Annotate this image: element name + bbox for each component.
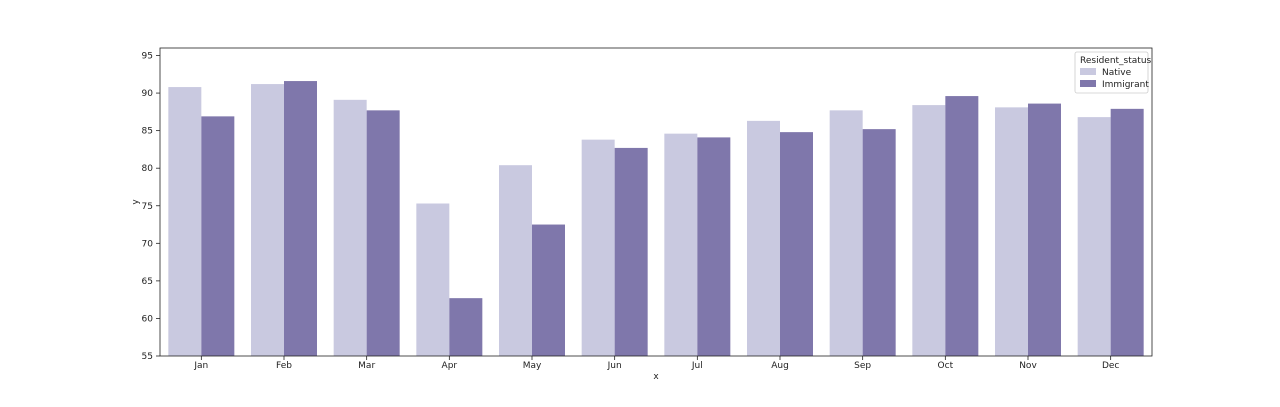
bar-native-may [499,165,532,356]
y-tick-label: 65 [142,277,153,287]
bars [168,81,1144,357]
bar-native-dec [1077,117,1111,356]
bar-native-sep [829,110,863,356]
bar-native-jul [664,133,698,356]
x-tick-label: Nov [1019,361,1037,371]
x-tick-label: May [523,361,542,371]
y-tick-label: 95 [142,52,153,62]
y-tick-label: 80 [142,164,154,174]
legend-swatch-native [1080,68,1096,75]
x-tick-label: Apr [442,361,458,371]
legend-label-immigrant: Immigrant [1102,80,1149,90]
bar-native-nov [995,107,1028,356]
bar-native-jun [581,139,615,356]
bar-immigrant-jul [697,137,731,356]
bar-immigrant-apr [449,298,483,356]
bar-immigrant-sep [862,129,896,356]
y-tick-label: 55 [142,352,153,362]
legend-swatch-immigrant [1080,80,1096,87]
x-tick-label: Jun [607,361,622,371]
x-tick-label: Jul [691,361,703,371]
y-axis-title: y [131,199,141,205]
legend-label-native: Native [1102,68,1132,78]
bar-immigrant-jun [614,147,648,356]
x-tick-label: Mar [358,361,375,371]
bar-immigrant-jan [201,116,235,356]
x-tick-label: Feb [276,361,292,371]
bar-immigrant-oct [945,96,979,356]
legend: Resident_status Native Immigrant [1074,51,1152,94]
bar-native-feb [251,84,284,356]
bar-immigrant-feb [284,81,317,357]
y-tick-label: 70 [142,239,154,249]
bar-immigrant-may [532,224,565,356]
x-tick-label: Aug [771,361,789,371]
y-tick-label: 75 [142,202,153,212]
x-axis-title: x [653,372,659,382]
y-tick-label: 90 [142,89,154,99]
bar-native-apr [416,203,450,356]
bar-immigrant-nov [1028,103,1061,356]
bar-immigrant-dec [1110,108,1144,356]
y-tick-label: 60 [142,314,154,324]
plot-frame [159,47,1153,357]
x-tick-label: Sep [854,361,871,371]
bar-native-aug [747,120,780,357]
bar-immigrant-mar [366,110,400,356]
bar-native-oct [912,105,946,356]
x-tick-label: Dec [1102,361,1119,371]
bar-immigrant-aug [780,132,813,356]
x-tick-label: Jan [193,361,208,371]
bar-native-jan [168,87,202,356]
x-axis: Jan Feb Mar Apr May Jun Jul Aug Sep Oct Nov Dec [193,356,1119,371]
x-tick-label: Oct [938,361,954,371]
y-tick-label: 85 [142,127,153,137]
legend-title: Resident_status [1080,56,1152,66]
y-axis: 55 60 65 70 75 80 85 90 95 [142,52,160,362]
bar-native-mar [333,99,367,357]
